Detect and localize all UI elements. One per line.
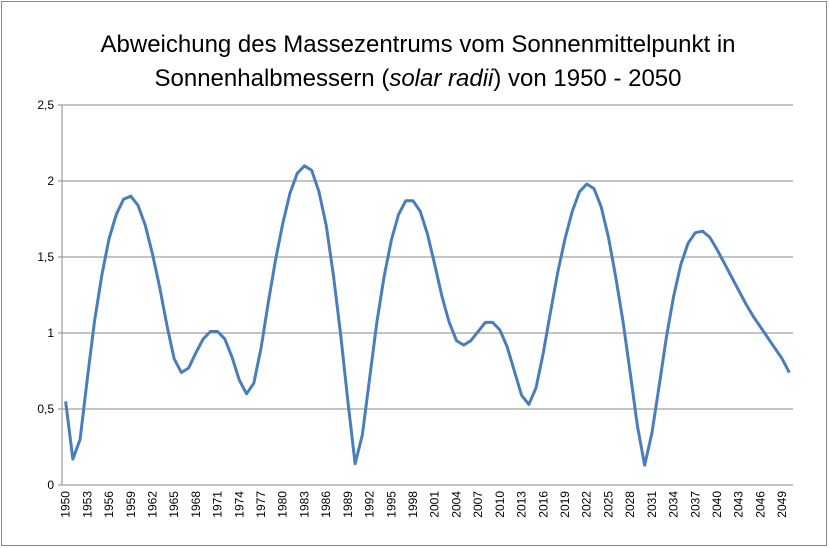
x-tick-label: 1953 [80,491,94,518]
x-tick-label: 1968 [189,491,203,518]
x-tick-label: 1983 [297,491,311,518]
x-tick-label: 1998 [406,491,420,518]
x-tick-label: 2007 [471,491,485,518]
x-tick-label: 1995 [384,491,398,518]
title-part: solar radii [389,65,494,92]
y-tick-label: 2,5 [37,98,54,112]
x-tick-label: 1977 [254,491,268,518]
x-tick-label: 2049 [775,491,789,518]
x-tick-label: 2040 [710,491,724,518]
title-part: Sonnenhalbmessern ( [155,65,390,92]
x-tick-label: 2010 [493,491,507,518]
x-tick-label: 1959 [124,491,138,518]
x-tick-label: 1986 [319,491,333,518]
x-tick-label: 1989 [341,491,355,518]
x-tick-label: 1950 [59,491,73,518]
x-tick-label: 1971 [211,491,225,518]
x-tick-label: 1974 [232,491,246,518]
x-tick-label: 2037 [688,491,702,518]
x-tick-label: 2046 [753,491,767,518]
chart-title: Abweichung des Massezentrums vom Sonnenm… [101,31,736,58]
x-tick-label: 2004 [449,491,463,518]
x-tick-label: 2016 [536,491,550,518]
x-tick-label: 2022 [580,491,594,518]
y-tick-label: 1 [47,326,54,340]
x-tick-label: 2013 [515,491,529,518]
x-tick-label: 2001 [428,491,442,518]
data-line [64,164,791,467]
x-tick-label: 2034 [667,491,681,518]
y-tick-label: 0 [47,478,54,492]
x-tick-label: 2043 [732,491,746,518]
x-tick-label: 1980 [276,491,290,518]
x-tick-label: 1965 [167,491,181,518]
x-tick-label: 2025 [601,491,615,518]
y-tick-label: 2 [47,174,54,188]
title-part: ) von 1950 - 2050 [493,65,681,92]
x-tick-label: 2031 [645,491,659,518]
chart-title: Sonnenhalbmessern (solar radii) von 1950… [155,65,682,92]
x-tick-label: 2019 [558,491,572,518]
y-tick-label: 0,5 [37,402,54,416]
y-tick-label: 1,5 [37,250,54,264]
x-tick-label: 2028 [623,491,637,518]
x-tick-label: 1956 [102,491,116,518]
x-tick-label: 1992 [363,491,377,518]
x-tick-label: 1962 [145,491,159,518]
